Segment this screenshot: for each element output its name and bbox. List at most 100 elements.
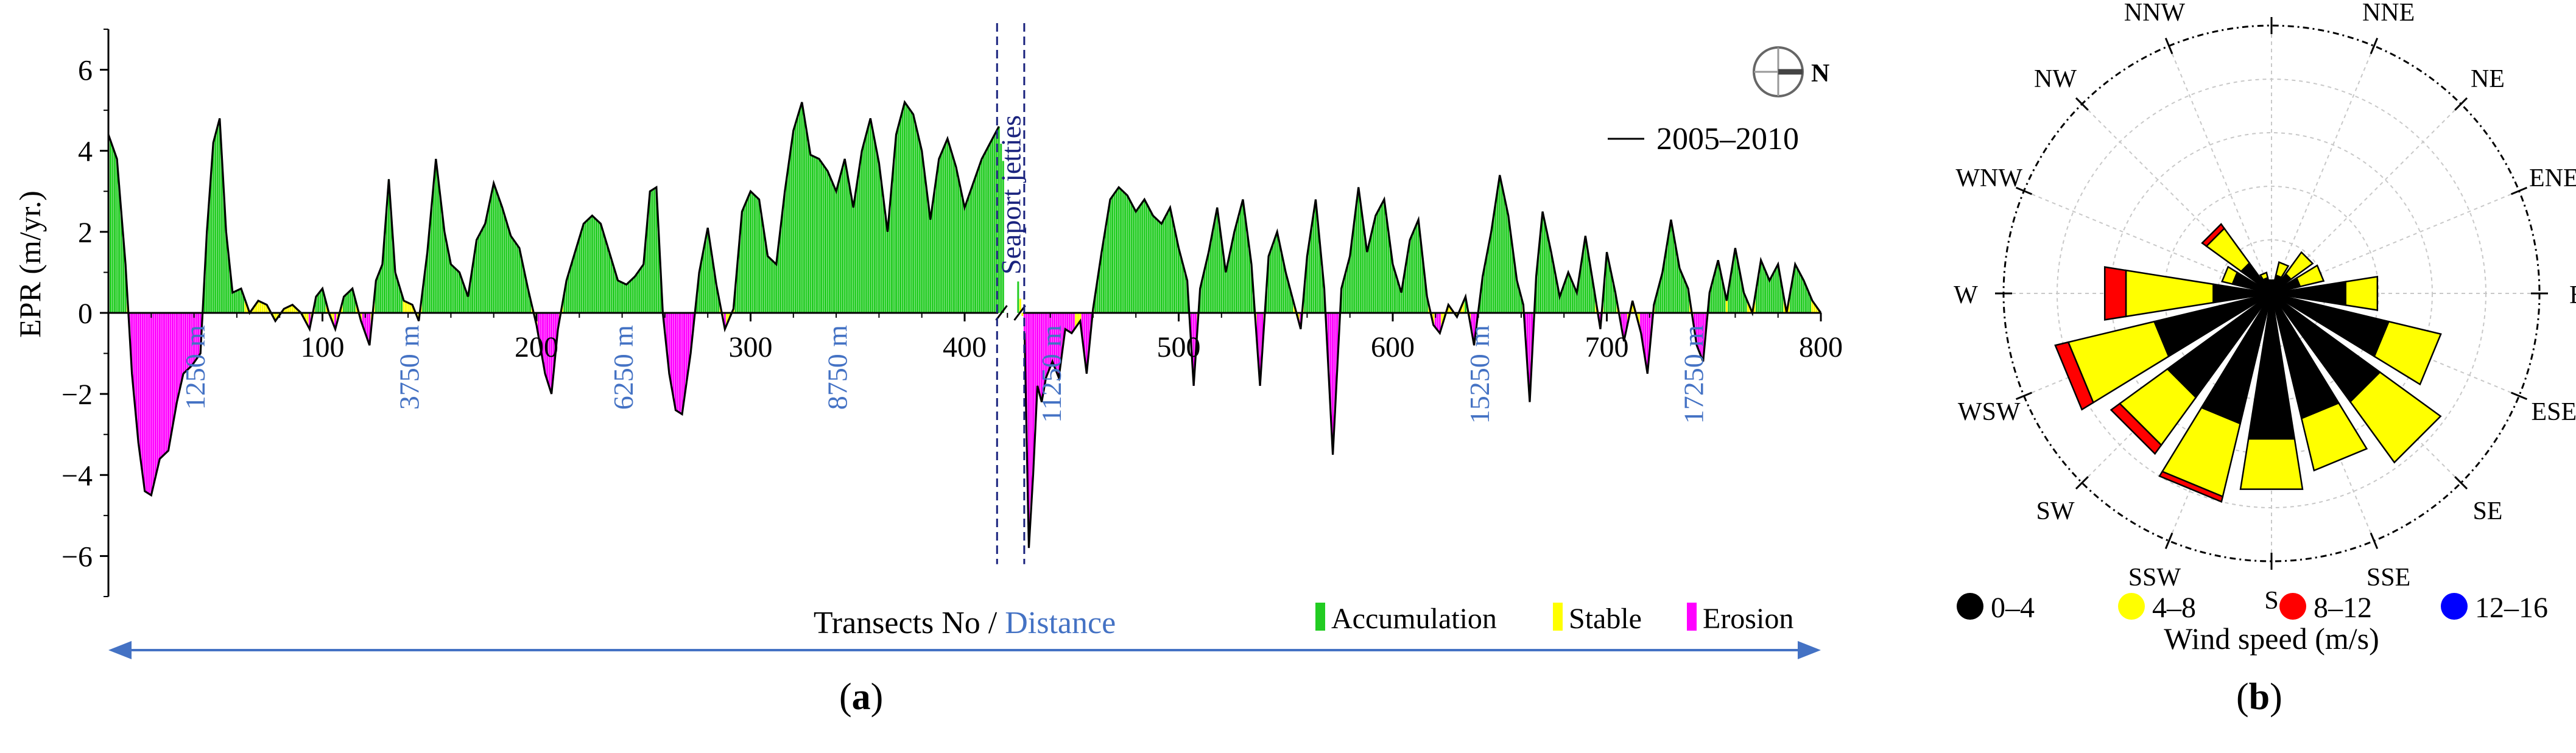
panel-label-b-close: ) bbox=[2270, 676, 2282, 718]
distance-label: 8750 m bbox=[822, 325, 853, 410]
wind-rose-tick bbox=[2510, 186, 2528, 195]
x-tick-label: 400 bbox=[943, 331, 987, 363]
direction-label-sse: SSE bbox=[2367, 564, 2410, 592]
x-axis-title-primary: Transects No bbox=[814, 606, 980, 640]
legend-dot-0 bbox=[1957, 593, 1983, 620]
x-tick-label: 300 bbox=[729, 331, 773, 363]
direction-label-ne: NE bbox=[2471, 65, 2505, 93]
legend-dot-1 bbox=[2118, 593, 2145, 620]
y-tick-label: 6 bbox=[78, 55, 93, 87]
panel-label-a-letter: a bbox=[851, 676, 871, 718]
y-tick-label: 4 bbox=[78, 136, 93, 168]
direction-label-se: SE bbox=[2472, 497, 2502, 525]
wind-rose-direction-labels: N NNE NE ENE E ESE SE SSE S SSW SW WSW W WNW NW NNW bbox=[1954, 0, 2576, 615]
wind-rose-chart: N NNE NE ENE E ESE SE SSE S SSW SW WSW W WNW NW NNW 0–4… bbox=[1954, 0, 2576, 656]
x-tick-label: 500 bbox=[1157, 331, 1201, 363]
wind-rose-tick bbox=[2454, 97, 2468, 111]
wind-petal-sw bbox=[2110, 402, 2163, 455]
wind-speed-legend: 0–4 4–8 8–12 12–16 Wind speed (m/s) bbox=[1957, 592, 2548, 656]
compass-label: N bbox=[1811, 60, 1829, 88]
direction-label-ssw: SSW bbox=[2128, 564, 2181, 592]
y-tick-label: 0 bbox=[78, 298, 93, 330]
x-axis-title-distance: Distance bbox=[1005, 606, 1116, 640]
panel-label-a-close: ) bbox=[870, 676, 884, 718]
wind-rose-tick bbox=[2370, 532, 2379, 550]
distance-label: 17250 m bbox=[1678, 325, 1709, 424]
arrow-left-icon bbox=[108, 641, 132, 659]
wind-petal-w bbox=[2103, 266, 2127, 321]
direction-label-e: E bbox=[2569, 281, 2576, 309]
x-tick-label: 600 bbox=[1371, 331, 1415, 363]
wind-rose-tick bbox=[2454, 476, 2468, 490]
legend-label-stable: Stable bbox=[1569, 603, 1642, 635]
panel-label-a: (a) bbox=[839, 676, 883, 719]
x-tick-label: 700 bbox=[1585, 331, 1629, 363]
wind-rose-tick bbox=[2164, 37, 2173, 55]
wind-petal-ese bbox=[2373, 320, 2442, 386]
wind-petal-e bbox=[2345, 276, 2379, 311]
panel-label-b-open: ( bbox=[2236, 676, 2249, 718]
legend-label-erosion: Erosion bbox=[1703, 603, 1793, 635]
y-axis-title: EPR (m/yr.) bbox=[13, 191, 47, 338]
y-tick-label: −2 bbox=[62, 379, 93, 411]
wind-petal-s bbox=[2239, 438, 2304, 490]
epr-area-fills bbox=[110, 102, 1820, 548]
distance-label: 3750 m bbox=[393, 325, 424, 410]
direction-label-ene: ENE bbox=[2529, 164, 2576, 192]
legend-swatch-accumulation bbox=[1315, 603, 1325, 631]
direction-label-wnw: WNW bbox=[1955, 164, 2022, 192]
wind-petal-w bbox=[2125, 269, 2214, 318]
wind-rose-tick bbox=[2075, 97, 2089, 111]
y-tick-label: 2 bbox=[78, 217, 93, 249]
north-compass-icon: N bbox=[1753, 46, 1829, 97]
y-tick-label: −4 bbox=[62, 460, 93, 492]
distance-label: 1250 m bbox=[180, 325, 211, 410]
legend-bin-label: 12–16 bbox=[2475, 592, 2548, 624]
wind-rose-tick bbox=[2164, 532, 2173, 550]
distance-label: 11250 m bbox=[1036, 325, 1067, 423]
wind-rose-tick bbox=[2075, 476, 2089, 490]
arrow-right-icon bbox=[1798, 641, 1821, 659]
legend-bin-label: 4–8 bbox=[2152, 592, 2196, 624]
epr-line-south bbox=[1023, 175, 1822, 548]
legend-bin-label: 0–4 bbox=[1991, 592, 2035, 624]
wind-rose-tick bbox=[2510, 391, 2528, 401]
x-axis-title-separator: / bbox=[980, 606, 1005, 640]
legend-swatch-erosion bbox=[1687, 603, 1697, 631]
epr-line-north bbox=[107, 100, 1000, 497]
direction-label-n: N bbox=[2262, 0, 2281, 4]
wind-rose-spoke bbox=[2271, 46, 2375, 294]
distance-label: 6250 m bbox=[608, 325, 639, 410]
wind-petal-nnw bbox=[2259, 271, 2269, 281]
direction-label-s: S bbox=[2264, 587, 2278, 615]
epr-ticks: 6 4 2 0 −2 −4 −6 100 200 300 400 500 600 700 800 bbox=[62, 29, 1843, 597]
direction-label-ese: ESE bbox=[2531, 398, 2576, 426]
epr-series-line bbox=[107, 100, 1822, 548]
wind-petal-ssw bbox=[2158, 471, 2224, 503]
epr-axes: Transects No / Distance EPR (m/yr.) bbox=[13, 29, 1821, 659]
wind-petal-ene bbox=[2295, 264, 2325, 288]
distance-labels: 1250 m 3750 m 6250 m 8750 m 11250 m 15250 m 17… bbox=[180, 325, 1709, 424]
wind-rose-petals bbox=[2054, 223, 2442, 503]
direction-label-wsw: WSW bbox=[1958, 398, 2021, 426]
seaport-jetties-marker: Seaport jetties bbox=[996, 23, 1027, 564]
wind-rose-tick bbox=[2015, 186, 2033, 195]
jetties-label: Seaport jetties bbox=[996, 115, 1027, 275]
wind-petal-ne bbox=[2284, 251, 2314, 281]
legend-label-accumulation: Accumulation bbox=[1331, 603, 1497, 635]
wind-petal-nne bbox=[2275, 261, 2290, 279]
direction-label-w: W bbox=[1954, 281, 1978, 309]
direction-label-nw: NW bbox=[2034, 65, 2077, 93]
panel-label-b-letter: b bbox=[2248, 676, 2270, 718]
direction-label-nne: NNE bbox=[2362, 0, 2415, 27]
x-tick-label: 800 bbox=[1799, 331, 1843, 363]
wind-petal-wnw bbox=[2220, 265, 2239, 285]
wind-rose-tick bbox=[2370, 37, 2379, 55]
panel-label-b: (b) bbox=[2236, 676, 2282, 719]
legend-dot-2 bbox=[2279, 593, 2306, 620]
epr-chart: Transects No / Distance EPR (m/yr.) 6 4 2 0 −… bbox=[13, 23, 1843, 659]
direction-label-sw: SW bbox=[2036, 497, 2075, 525]
wind-petal-sse bbox=[2300, 402, 2368, 472]
wind-petal-nw bbox=[2201, 223, 2226, 248]
wind-speed-legend-title: Wind speed (m/s) bbox=[2164, 622, 2379, 656]
